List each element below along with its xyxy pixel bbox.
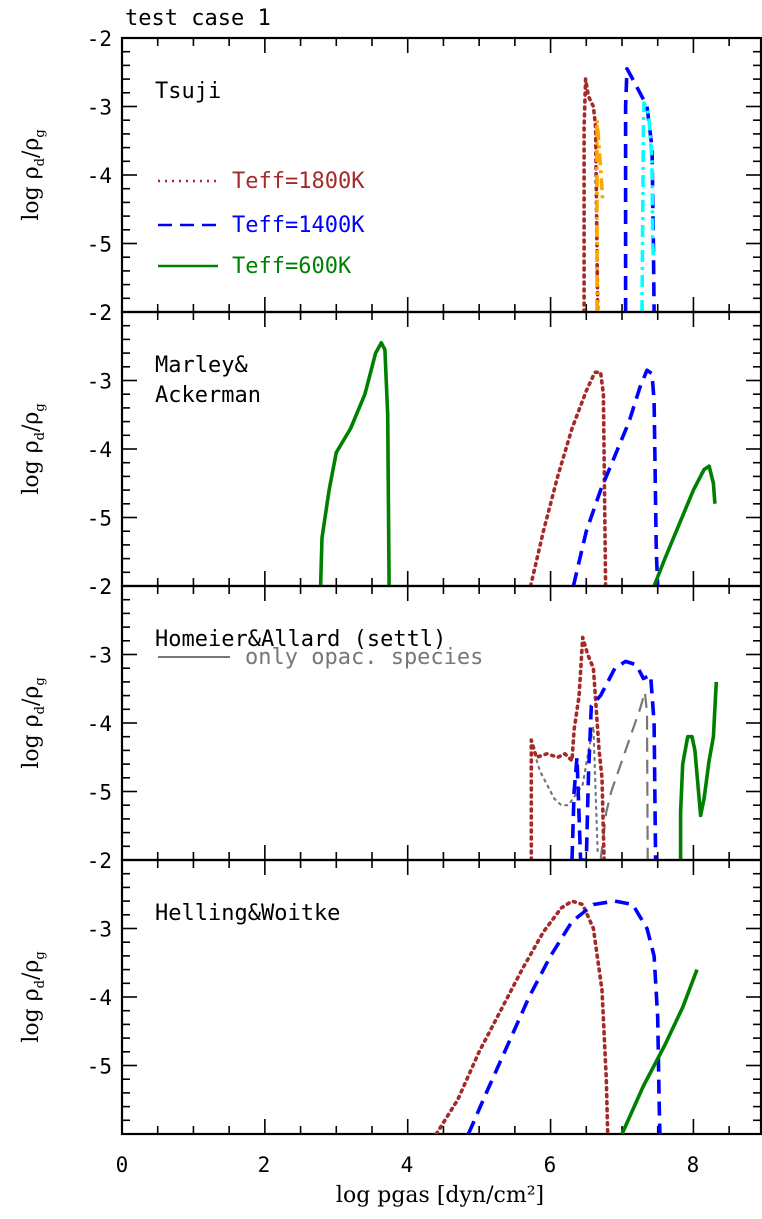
series-line [599, 691, 649, 860]
series-line [434, 899, 610, 1134]
x-tick-label: 6 [544, 1153, 557, 1177]
series-line [640, 101, 656, 312]
x-tick-label: 0 [116, 1153, 129, 1177]
y-axis-label: log ρd/ρg [19, 403, 48, 494]
legend-label: Teff=1800K [232, 169, 365, 194]
y-tick-label: -4 [87, 164, 112, 188]
series-line [620, 968, 699, 1134]
panel-label: Homeier&Allard (settl) [155, 627, 446, 652]
panels: -2 -3 -4 -5 -2 log ρd/ρg Tsuji -2 -3 -4 -5 -2 log ρd… [19, 27, 762, 1136]
y-axis-label: log ρd/ρg [19, 677, 48, 768]
x-tick-label: 2 [258, 1153, 271, 1177]
y-tick-label: -4 [87, 438, 112, 462]
series-line [571, 368, 660, 586]
y-tick-label: -2 [87, 575, 112, 599]
y-tick-label: -3 [87, 96, 112, 120]
series-line [528, 370, 608, 586]
panel-3: -2 -3 -4 -5 -2 log ρd/ρg Homeier&Allard (settl… [19, 575, 762, 873]
legend: Teff=1800K Teff=1400K Teff=600K [158, 169, 365, 279]
y-tick-label: -3 [87, 918, 112, 942]
y-tick-label: -3 [87, 644, 112, 668]
y-tick-label: -2 [87, 849, 112, 873]
y-tick-label: -5 [87, 1055, 112, 1079]
y-tick-label: -4 [87, 712, 112, 736]
figure-title: test case 1 [125, 6, 271, 31]
y-tick-label: -5 [87, 233, 112, 257]
series-line [652, 464, 717, 586]
series-line [678, 681, 719, 860]
series-line [318, 341, 391, 586]
panel-2: -2 -3 -4 -5 -2 log ρd/ρg Marley&Ackerman [19, 301, 762, 599]
y-tick-label: -5 [87, 507, 112, 531]
x-tick-label: 4 [401, 1153, 414, 1177]
y-tick-label: -2 [87, 575, 112, 599]
x-tick-labels: 0 2 4 6 8 [116, 1153, 700, 1177]
panel-label: Helling&Woitke [155, 901, 340, 926]
series-line [623, 67, 656, 312]
panel-label: Marley& [155, 353, 248, 378]
series-line [529, 635, 606, 860]
y-tick-label: -3 [87, 370, 112, 394]
settl-note: only opac. species [245, 645, 483, 670]
y-tick-label: -5 [87, 781, 112, 805]
panel-1: -2 -3 -4 -5 -2 log ρd/ρg Tsuji [19, 27, 762, 325]
panel-label: Tsuji [155, 79, 221, 104]
x-axis-label: log pgas [dyn/cm²] [336, 1183, 544, 1208]
series-line [570, 659, 658, 860]
panel-4: -3 -4 -5 log ρd/ρg Helling&Woitke [19, 858, 762, 1136]
legend-label: Teff=1400K [232, 213, 365, 238]
series-line [466, 899, 662, 1134]
y-tick-label: -2 [87, 301, 112, 325]
y-tick-label: -4 [87, 986, 112, 1010]
series-line [529, 725, 599, 855]
series-line [582, 77, 600, 312]
y-axis-label: log ρd/ρg [19, 129, 48, 220]
panel-label: Ackerman [155, 383, 261, 408]
legend-label: Teff=600K [232, 254, 352, 279]
series-line [595, 118, 605, 312]
y-tick-label: -2 [87, 27, 112, 51]
x-tick-label: 8 [687, 1153, 700, 1177]
y-axis-label: log ρd/ρg [19, 951, 48, 1042]
y-tick-label: -2 [87, 301, 112, 325]
